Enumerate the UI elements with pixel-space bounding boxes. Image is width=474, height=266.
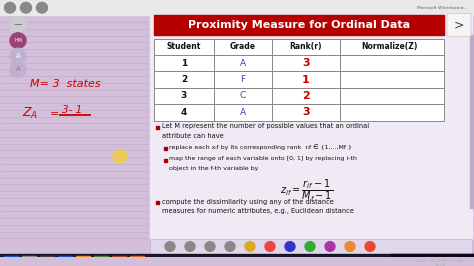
Bar [154,88,444,104]
Circle shape [245,242,255,251]
Circle shape [185,242,195,251]
Circle shape [10,48,26,64]
Text: attribute can have: attribute can have [162,133,224,139]
Text: Grade: Grade [230,42,256,51]
Text: =: = [50,109,63,119]
Text: Normalize(Z): Normalize(Z) [361,42,417,51]
Bar [0,254,474,257]
Bar [0,0,474,15]
Text: 1: 1 [302,74,310,85]
Circle shape [10,62,26,77]
Circle shape [10,33,26,48]
Text: map the range of each variable onto [0, 1] by replacing i-th: map the range of each variable onto [0, … [169,156,357,161]
Text: Let M represent the number of possible values that an ordinal: Let M represent the number of possible v… [162,123,369,130]
Circle shape [205,242,215,251]
Text: 4: 4 [181,108,187,117]
Bar [470,35,474,208]
Text: $Z_A$: $Z_A$ [22,106,38,121]
Text: 3: 3 [181,92,187,101]
Bar [76,256,90,266]
Text: F: F [240,75,246,84]
Text: compute the dissimilarity using any of the distance: compute the dissimilarity using any of t… [162,199,334,205]
Bar [154,15,444,35]
Text: 1: 1 [181,59,187,68]
Circle shape [10,17,26,33]
Bar [390,254,474,257]
Circle shape [20,2,31,13]
Text: 3- 1: 3- 1 [62,105,82,115]
Text: A: A [16,53,20,59]
Text: M= 3  states: M= 3 states [30,79,100,89]
Text: measures for numeric attributes, e.g., Euclidean distance: measures for numeric attributes, e.g., E… [162,208,354,214]
Bar [130,256,144,266]
Text: 2: 2 [181,75,187,84]
Circle shape [285,242,295,251]
Text: A: A [16,66,20,72]
Text: 3: 3 [302,107,310,117]
Circle shape [365,242,375,251]
Bar [154,55,444,71]
Text: Rank(r): Rank(r) [290,42,322,51]
Text: 06:59  20.11.PH  P.I.I Sec: 06:59 20.11.PH P.I.I Sec [416,259,464,263]
Bar [164,147,167,150]
Text: HM: HM [14,38,22,43]
Bar [94,256,108,266]
Bar [156,201,159,204]
Bar [156,126,159,129]
Bar [154,39,444,55]
FancyBboxPatch shape [447,14,471,37]
Circle shape [345,242,355,251]
Text: Proximity Measure for Ordinal Data: Proximity Measure for Ordinal Data [188,20,410,30]
Bar [112,256,126,266]
Bar [58,256,72,266]
Text: replace each xᵢf by its corresponding rank  rᵢf ∈ {1,...,Mf }: replace each xᵢf by its corresponding ra… [169,145,352,150]
Bar [22,256,36,266]
Circle shape [265,242,275,251]
Circle shape [113,149,127,163]
Text: 3: 3 [302,58,310,68]
Bar [164,159,167,161]
Text: A: A [240,59,246,68]
Text: —: — [14,20,22,30]
Circle shape [165,242,175,251]
Text: C: C [240,92,246,101]
Text: A: A [240,108,246,117]
Bar [154,71,444,88]
Circle shape [36,2,47,13]
Bar [154,104,444,120]
Text: 12:28: 12:28 [434,263,446,266]
Text: >: > [454,19,464,32]
Circle shape [225,242,235,251]
Circle shape [325,242,335,251]
Bar [4,256,18,266]
Text: object in the f-th variable by: object in the f-th variable by [169,166,258,171]
Text: Microsoft Whiteboard -: Microsoft Whiteboard - [418,6,467,10]
Text: 2: 2 [302,91,310,101]
Text: $z_{if} = \dfrac{r_{if} - 1}{M_f - 1}$: $z_{if} = \dfrac{r_{if} - 1}{M_f - 1}$ [281,177,334,204]
Circle shape [305,242,315,251]
Bar [150,239,472,254]
Text: Student: Student [167,42,201,51]
Circle shape [4,2,16,13]
Bar [150,15,472,239]
Bar [40,256,54,266]
